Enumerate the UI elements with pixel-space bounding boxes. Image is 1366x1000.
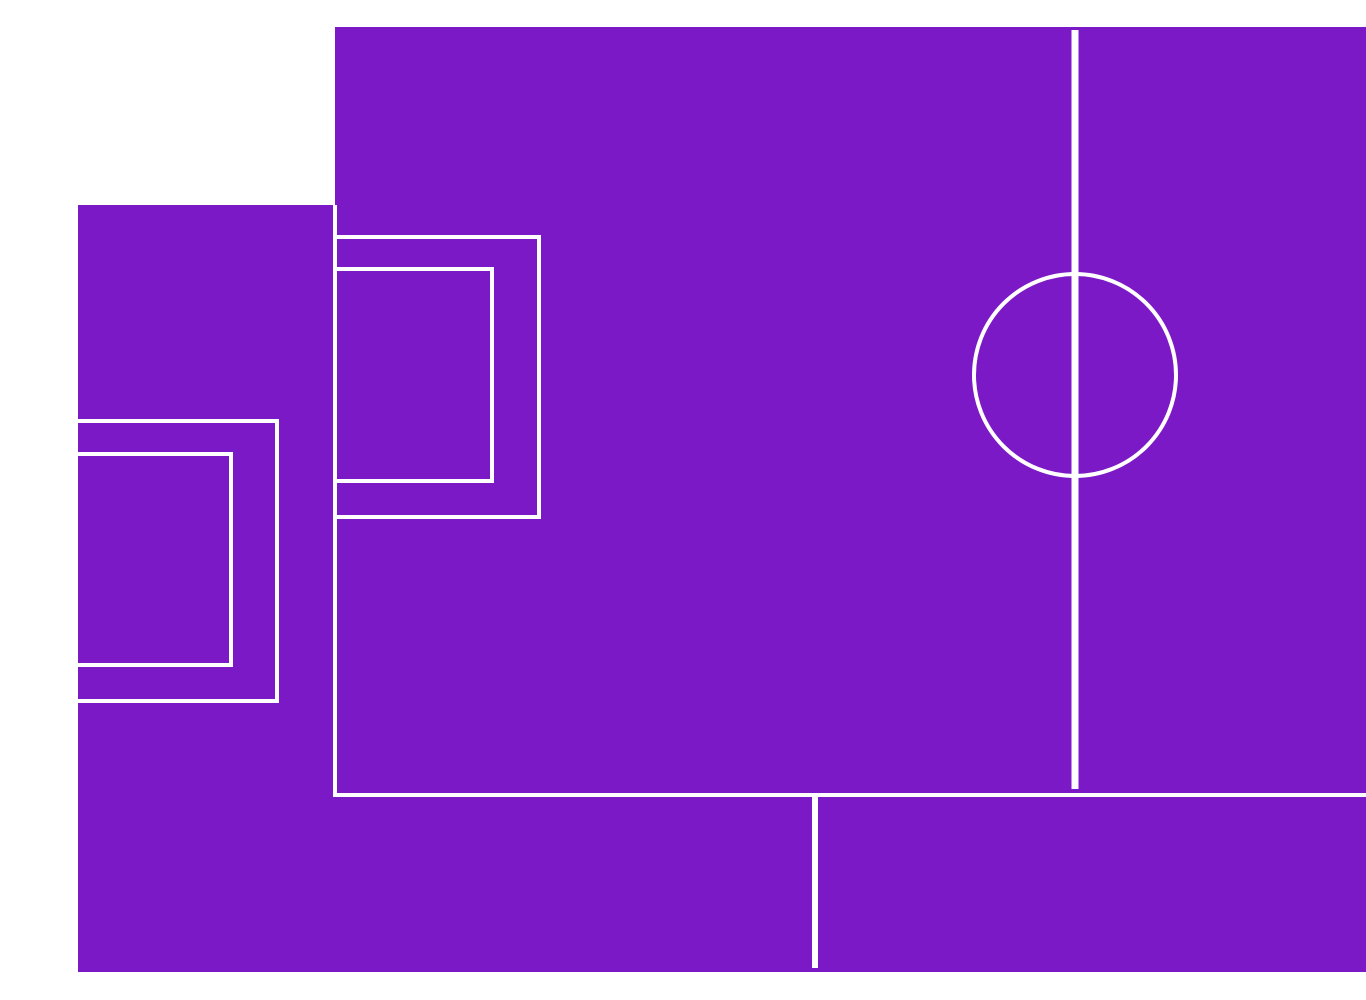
back-pitch-goal-area [68, 452, 233, 667]
front-pitch-goal-area [333, 267, 494, 483]
front-pitch [333, 27, 1366, 797]
front-pitch-center-circle [972, 272, 1178, 478]
front-pitch-surface [335, 27, 1366, 795]
